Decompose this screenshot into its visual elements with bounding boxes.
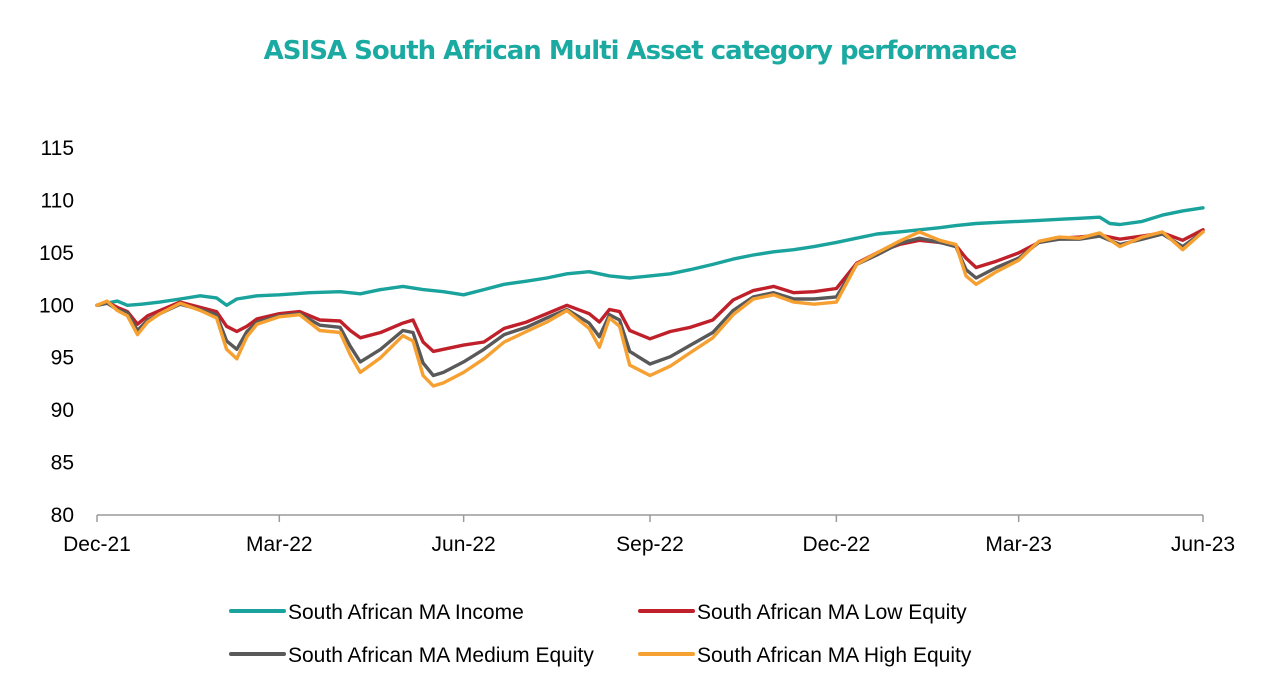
legend-label-0: South African MA Income bbox=[288, 601, 524, 624]
y-tick-label: 110 bbox=[41, 189, 74, 212]
legend: South African MA Income South African MA … bbox=[229, 601, 972, 667]
y-tick-label: 100 bbox=[39, 294, 74, 317]
axis-layer: 80 85 90 95 100 105 110 115 Dec-21 Mar-22 Jun-22 Se… bbox=[39, 137, 1235, 556]
series-layer bbox=[95, 206, 1205, 388]
series-line-2 bbox=[95, 230, 1205, 378]
y-tick-label: 105 bbox=[39, 242, 74, 265]
x-tick-label: Sep-22 bbox=[616, 533, 684, 556]
legend-label-1: South African MA Low Equity bbox=[697, 601, 967, 624]
y-tick-label: 95 bbox=[51, 347, 74, 370]
chart-title: ASISA South African Multi Asset category… bbox=[263, 36, 1018, 66]
x-tick-label: Jun-23 bbox=[1171, 533, 1235, 556]
y-tick-label: 85 bbox=[51, 452, 74, 475]
legend-label-2: South African MA Medium Equity bbox=[288, 644, 594, 667]
y-tick-label: 80 bbox=[51, 504, 74, 527]
series-line-0 bbox=[95, 206, 1205, 307]
x-tick-label: Dec-21 bbox=[63, 533, 131, 556]
legend-label-3: South African MA High Equity bbox=[697, 644, 972, 667]
x-tick-label: Jun-22 bbox=[432, 533, 496, 556]
series-line-3 bbox=[95, 230, 1205, 388]
x-tick-label: Mar-22 bbox=[246, 533, 313, 556]
series-line-1 bbox=[95, 228, 1205, 354]
y-tick-label: 115 bbox=[41, 137, 74, 160]
x-tick-label: Dec-22 bbox=[803, 533, 871, 556]
y-tick-label: 90 bbox=[51, 399, 74, 422]
x-tick-label: Mar-23 bbox=[985, 533, 1052, 556]
